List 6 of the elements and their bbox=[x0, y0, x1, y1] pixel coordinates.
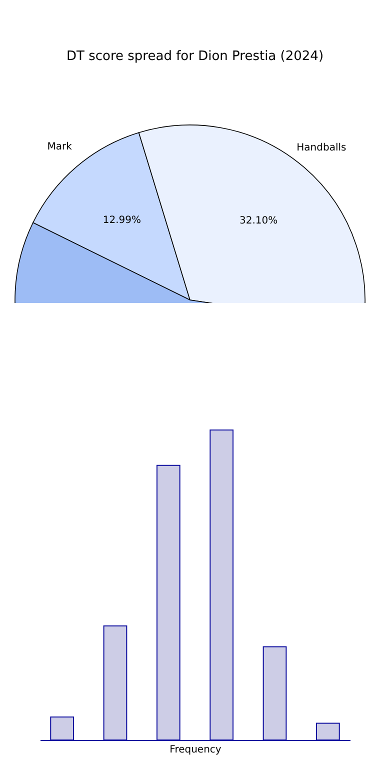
x-axis-title: Frequency bbox=[170, 744, 222, 756]
slice-label: Mark bbox=[47, 142, 72, 153]
chart-title: DT score spread for Dion Prestia (2024) bbox=[66, 49, 324, 64]
data-label: 12.99% bbox=[102, 215, 142, 226]
data-label: 32.10% bbox=[240, 215, 278, 226]
slice-label: Handballs bbox=[296, 142, 346, 154]
